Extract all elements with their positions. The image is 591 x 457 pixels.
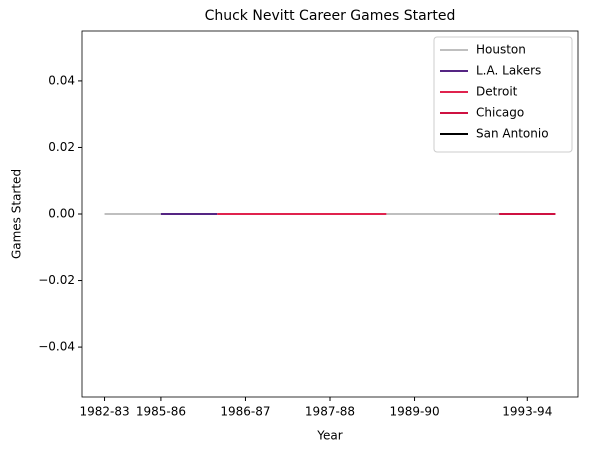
y-tick-label: 0.04	[48, 73, 75, 87]
plot-frame	[81, 30, 579, 398]
x-tick-label: 1989-90	[389, 405, 439, 419]
legend-label: Houston	[476, 43, 526, 57]
x-tick-label: 1986-87	[220, 405, 270, 419]
x-tick-label: 1982-83	[79, 405, 129, 419]
x-tick-label: 1993-94	[502, 405, 552, 419]
x-axis-label: Year	[316, 429, 342, 443]
x-tick-label: 1985-86	[136, 405, 186, 419]
legend-label: Detroit	[476, 85, 518, 99]
y-axis-label: Games Started	[10, 169, 24, 259]
legend-label: Chicago	[476, 106, 524, 120]
legend-label: San Antonio	[476, 127, 549, 141]
legend-box	[433, 36, 573, 153]
y-tick-label: 0.02	[48, 140, 75, 154]
y-tick-label: −0.02	[38, 273, 75, 287]
chart-title: Chuck Nevitt Career Games Started	[205, 8, 456, 24]
y-tick-label: −0.04	[38, 340, 75, 354]
legend-label: L.A. Lakers	[476, 64, 541, 78]
y-tick-label: 0.00	[48, 207, 75, 221]
x-tick-label: 1987-88	[305, 405, 355, 419]
